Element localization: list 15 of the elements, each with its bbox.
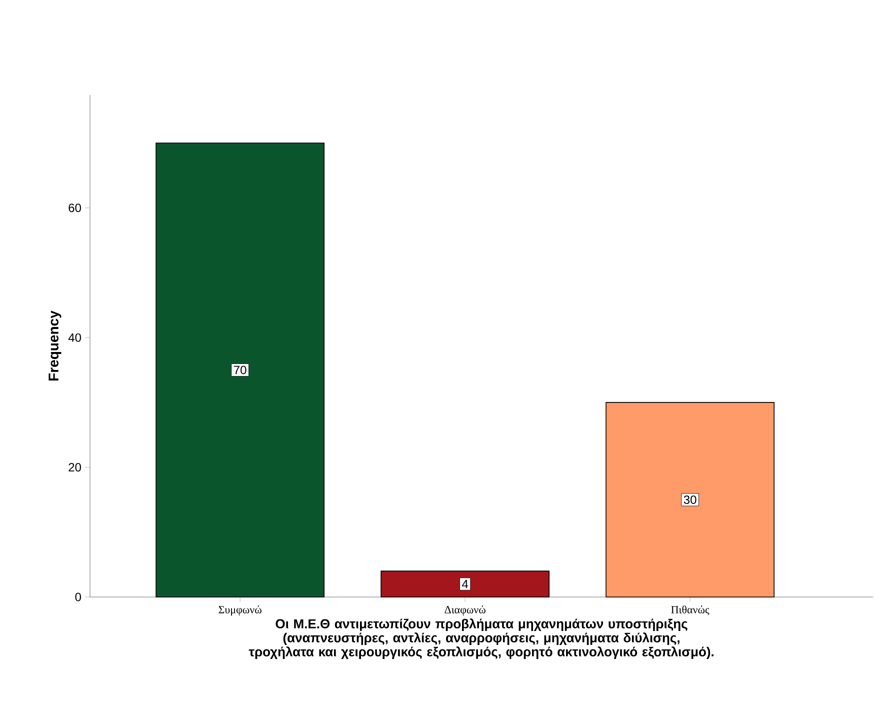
data-label: 4 bbox=[462, 580, 468, 588]
y-axis-title: Frequency bbox=[48, 310, 62, 380]
x-tick-label: Διαφωνώ bbox=[444, 606, 486, 616]
bar bbox=[380, 570, 550, 598]
bar bbox=[156, 142, 325, 598]
data-label: 70 bbox=[234, 366, 246, 374]
y-tick-label: 0 bbox=[75, 592, 82, 602]
x-tick-label: Πιθανώς bbox=[671, 606, 710, 616]
y-tick-label: 60 bbox=[68, 204, 82, 212]
y-tick-label: 40 bbox=[68, 333, 82, 342]
x-axis-title: Οι Μ.Ε.Θ αντιμετωπίζουν προβλήματα μηχανημάτων υποστήριξης (αναπνευστήρες, αντλίες, αναρροφήσεις, μηχανήματα διύλισης, τροχήλατα και χειρουργικός εξοπλισμός, φορητό ακτινολογικό εξοπλισμό). bbox=[248, 618, 714, 659]
bar bbox=[606, 402, 775, 598]
data-label: 30 bbox=[684, 495, 696, 504]
y-tick-label: 20 bbox=[68, 463, 82, 472]
x-tick-label: Συμφωνώ bbox=[218, 606, 262, 616]
